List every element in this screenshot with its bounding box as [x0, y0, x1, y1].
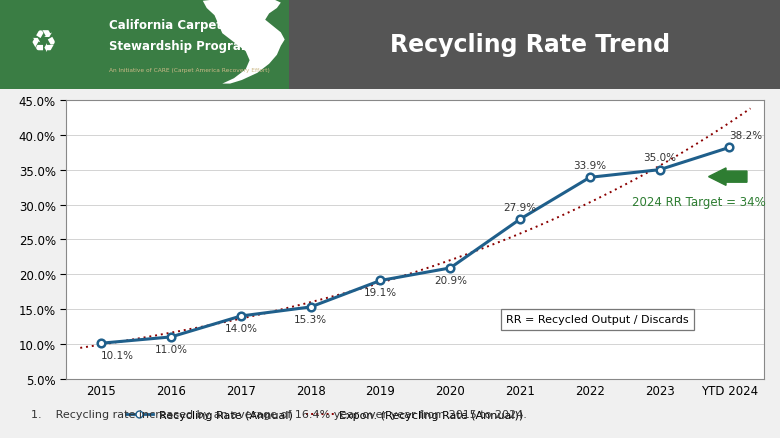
Text: An Initiative of CARE (Carpet America Recovery Effort): An Initiative of CARE (Carpet America Re…: [109, 67, 270, 73]
Bar: [0, 0, 289, 90]
Text: 10.1%: 10.1%: [101, 350, 134, 360]
Text: 20.9%: 20.9%: [434, 275, 466, 285]
Text: 27.9%: 27.9%: [504, 202, 537, 212]
Text: 11.0%: 11.0%: [154, 344, 187, 354]
FancyArrow shape: [708, 169, 747, 186]
Legend: Recycling Rate (Annual), Expon. (Recycling Rate (Annual)): Recycling Rate (Annual), Expon. (Recycli…: [121, 406, 528, 425]
Text: 33.9%: 33.9%: [573, 160, 606, 170]
Text: 1.    Recycling rate increased by an average of 16.4% year over year from 2015 t: 1. Recycling rate increased by an averag…: [31, 409, 527, 419]
Text: 19.1%: 19.1%: [364, 288, 397, 298]
Text: 38.2%: 38.2%: [729, 131, 763, 141]
Text: 35.0%: 35.0%: [644, 153, 676, 163]
Text: ♻: ♻: [29, 28, 57, 57]
Polygon shape: [203, 0, 285, 85]
Text: California Carpet: California Carpet: [109, 19, 222, 32]
Text: 15.3%: 15.3%: [294, 314, 327, 324]
Text: 2024 RR Target = 34%: 2024 RR Target = 34%: [632, 195, 765, 208]
Text: Stewardship Program: Stewardship Program: [109, 40, 254, 53]
Text: Recycling Rate Trend: Recycling Rate Trend: [390, 33, 671, 57]
Text: RR = Recycled Output / Discards: RR = Recycled Output / Discards: [506, 315, 689, 325]
Text: 14.0%: 14.0%: [225, 323, 257, 333]
